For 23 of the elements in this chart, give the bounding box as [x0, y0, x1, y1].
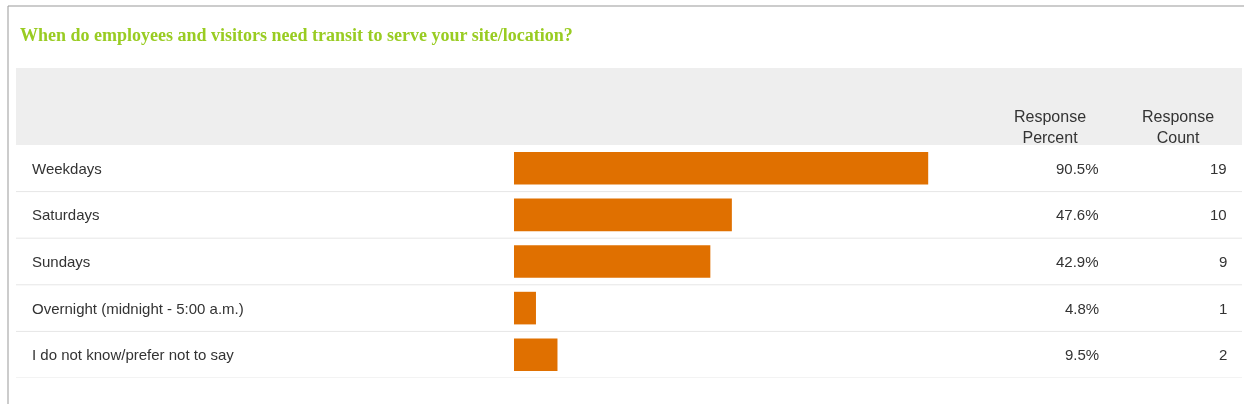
bar — [514, 291, 536, 325]
bar — [514, 198, 732, 232]
y-tick-label: Sundays — [32, 253, 91, 270]
data-label: 42.9% — [1056, 253, 1099, 270]
data-label: 4.8% — [1065, 300, 1100, 317]
y-tick-label: I do not know/prefer not to say — [32, 346, 235, 363]
data-label: 9.5% — [1065, 346, 1100, 363]
text: 1 — [1219, 300, 1228, 317]
bar — [514, 245, 711, 278]
text: 9 — [1219, 253, 1228, 270]
bar — [514, 338, 558, 372]
y-tick-label: Saturdays — [32, 206, 100, 223]
text: Response Percent — [1014, 108, 1087, 146]
data-label: 47.6% — [1056, 206, 1099, 223]
text: 2 — [1219, 346, 1228, 363]
text: When do employees and visitors need transit to serve your site/location? — [20, 25, 573, 45]
text: 19 — [1210, 160, 1227, 177]
y-tick-label: Overnight (midnight - 5:00 a.m.) — [32, 300, 244, 317]
text: Response Count — [1142, 108, 1215, 146]
text: 10 — [1210, 206, 1227, 223]
y-tick-label: Weekdays — [32, 160, 102, 177]
bar — [514, 151, 929, 185]
data-label: 90.5% — [1056, 160, 1099, 177]
